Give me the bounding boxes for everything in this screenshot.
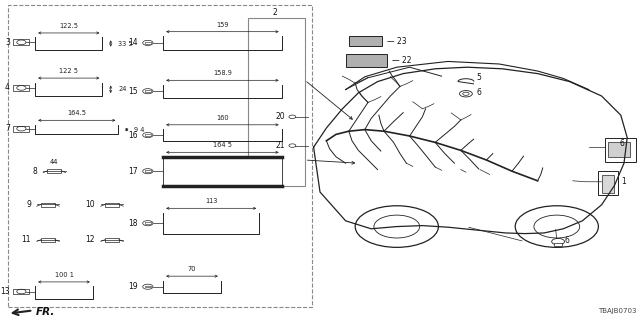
Text: 122.5: 122.5	[60, 23, 78, 29]
Bar	[41, 203, 55, 207]
Bar	[554, 243, 562, 246]
Bar	[145, 171, 151, 172]
Text: 11: 11	[22, 236, 31, 244]
Text: 164.5: 164.5	[67, 110, 86, 116]
Text: 33 5: 33 5	[118, 41, 133, 46]
Bar	[13, 39, 29, 45]
Bar	[602, 175, 614, 193]
Text: TBAJB0703: TBAJB0703	[598, 308, 637, 314]
Bar	[13, 85, 29, 91]
Text: 6: 6	[477, 88, 482, 97]
Text: FR.: FR.	[36, 307, 55, 317]
Text: 70: 70	[188, 266, 196, 272]
Bar	[47, 169, 61, 173]
Text: 9 4: 9 4	[134, 127, 145, 132]
Text: 122 5: 122 5	[60, 68, 78, 74]
Bar	[608, 142, 630, 157]
Bar	[13, 289, 29, 294]
Text: 113: 113	[205, 198, 218, 204]
Text: 44: 44	[50, 159, 59, 165]
Text: 10: 10	[86, 200, 95, 209]
Text: 16: 16	[128, 131, 138, 140]
Bar	[248, 18, 305, 186]
Text: 1: 1	[621, 177, 625, 186]
Text: 24: 24	[118, 86, 127, 92]
Text: 12: 12	[86, 236, 95, 244]
Text: 19: 19	[128, 282, 138, 291]
Text: 9: 9	[26, 200, 31, 209]
Text: 13: 13	[0, 287, 10, 296]
Bar	[105, 203, 119, 207]
Text: 159: 159	[216, 22, 228, 28]
Bar	[598, 171, 618, 195]
Text: 21: 21	[276, 141, 285, 150]
Text: 6: 6	[620, 139, 625, 148]
Text: 164 5: 164 5	[213, 142, 232, 148]
Bar	[346, 54, 387, 67]
Text: 17: 17	[128, 167, 138, 176]
Text: 8: 8	[33, 167, 38, 176]
Text: 15: 15	[128, 87, 138, 96]
Bar	[349, 36, 382, 46]
Text: 14: 14	[128, 38, 138, 47]
Text: 6: 6	[564, 236, 570, 245]
Text: 7: 7	[5, 124, 10, 133]
Text: — 22: — 22	[392, 56, 412, 65]
Text: 20: 20	[276, 112, 285, 121]
Text: 100 1: 100 1	[54, 272, 74, 278]
Text: 2: 2	[273, 8, 278, 17]
Bar	[605, 138, 636, 162]
Text: 158.9: 158.9	[213, 70, 232, 76]
Text: 160: 160	[216, 115, 228, 121]
Bar	[13, 126, 29, 132]
Text: 5: 5	[477, 73, 482, 82]
Text: 3: 3	[5, 38, 10, 47]
Text: 4: 4	[5, 84, 10, 92]
Bar	[145, 42, 151, 44]
Bar	[8, 5, 312, 307]
Text: 18: 18	[128, 219, 138, 228]
Bar	[105, 238, 119, 242]
Bar	[41, 238, 55, 242]
Text: — 23: — 23	[387, 37, 407, 46]
Bar	[145, 91, 151, 92]
Bar	[145, 222, 151, 224]
Bar	[145, 134, 151, 136]
Bar	[145, 286, 151, 287]
Bar	[163, 157, 282, 186]
